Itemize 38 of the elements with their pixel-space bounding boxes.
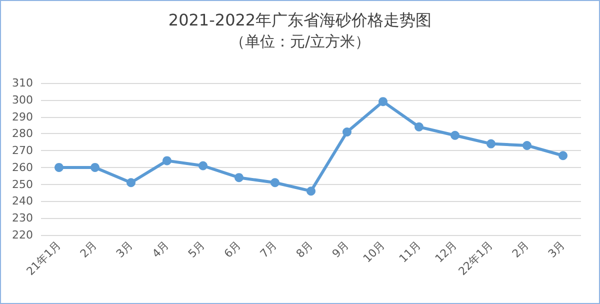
x-tick-label: 3月 [546, 238, 568, 260]
point [162, 156, 172, 166]
point [342, 127, 352, 136]
y-tick-label: 250 [12, 178, 33, 191]
y-tick-label: 230 [12, 212, 33, 225]
y-tick-label: 260 [12, 160, 33, 174]
point [90, 162, 100, 172]
y-tick-label: 310 [12, 76, 33, 90]
chart-subtitle: （单位：元/立方米） [230, 32, 370, 50]
point [234, 173, 244, 182]
y-tick-label: 290 [12, 110, 33, 124]
x-tick-label: 8月 [294, 238, 316, 260]
point [558, 151, 568, 160]
x-tick-label: 11月 [396, 238, 424, 266]
point [126, 178, 136, 188]
point [270, 178, 280, 188]
x-tick-label: 7月 [258, 238, 280, 260]
point [54, 162, 64, 172]
chart-title: 2021-2022年广东省海砂价格走势图 [168, 10, 432, 30]
x-tick-label: 2月 [78, 238, 100, 260]
point [414, 122, 424, 132]
x-tick-label: 6月 [222, 238, 244, 260]
x-tick-label: 2月 [510, 238, 532, 260]
y-tick-label: 280 [12, 127, 33, 140]
x-tick-label: 9月 [330, 238, 352, 260]
x-tick-label: 5月 [186, 238, 208, 260]
y-tick-label: 270 [12, 144, 33, 158]
point [450, 130, 460, 140]
y-tick-label: 240 [12, 194, 33, 208]
x-tick-label: 4月 [150, 238, 172, 260]
point [522, 140, 532, 150]
point [378, 97, 388, 106]
point [486, 139, 496, 148]
point [198, 161, 208, 170]
point [306, 186, 316, 196]
y-tick-label: 300 [12, 93, 33, 106]
x-tick-label: 3月 [114, 238, 136, 260]
x-tick-label: 10月 [360, 238, 388, 266]
